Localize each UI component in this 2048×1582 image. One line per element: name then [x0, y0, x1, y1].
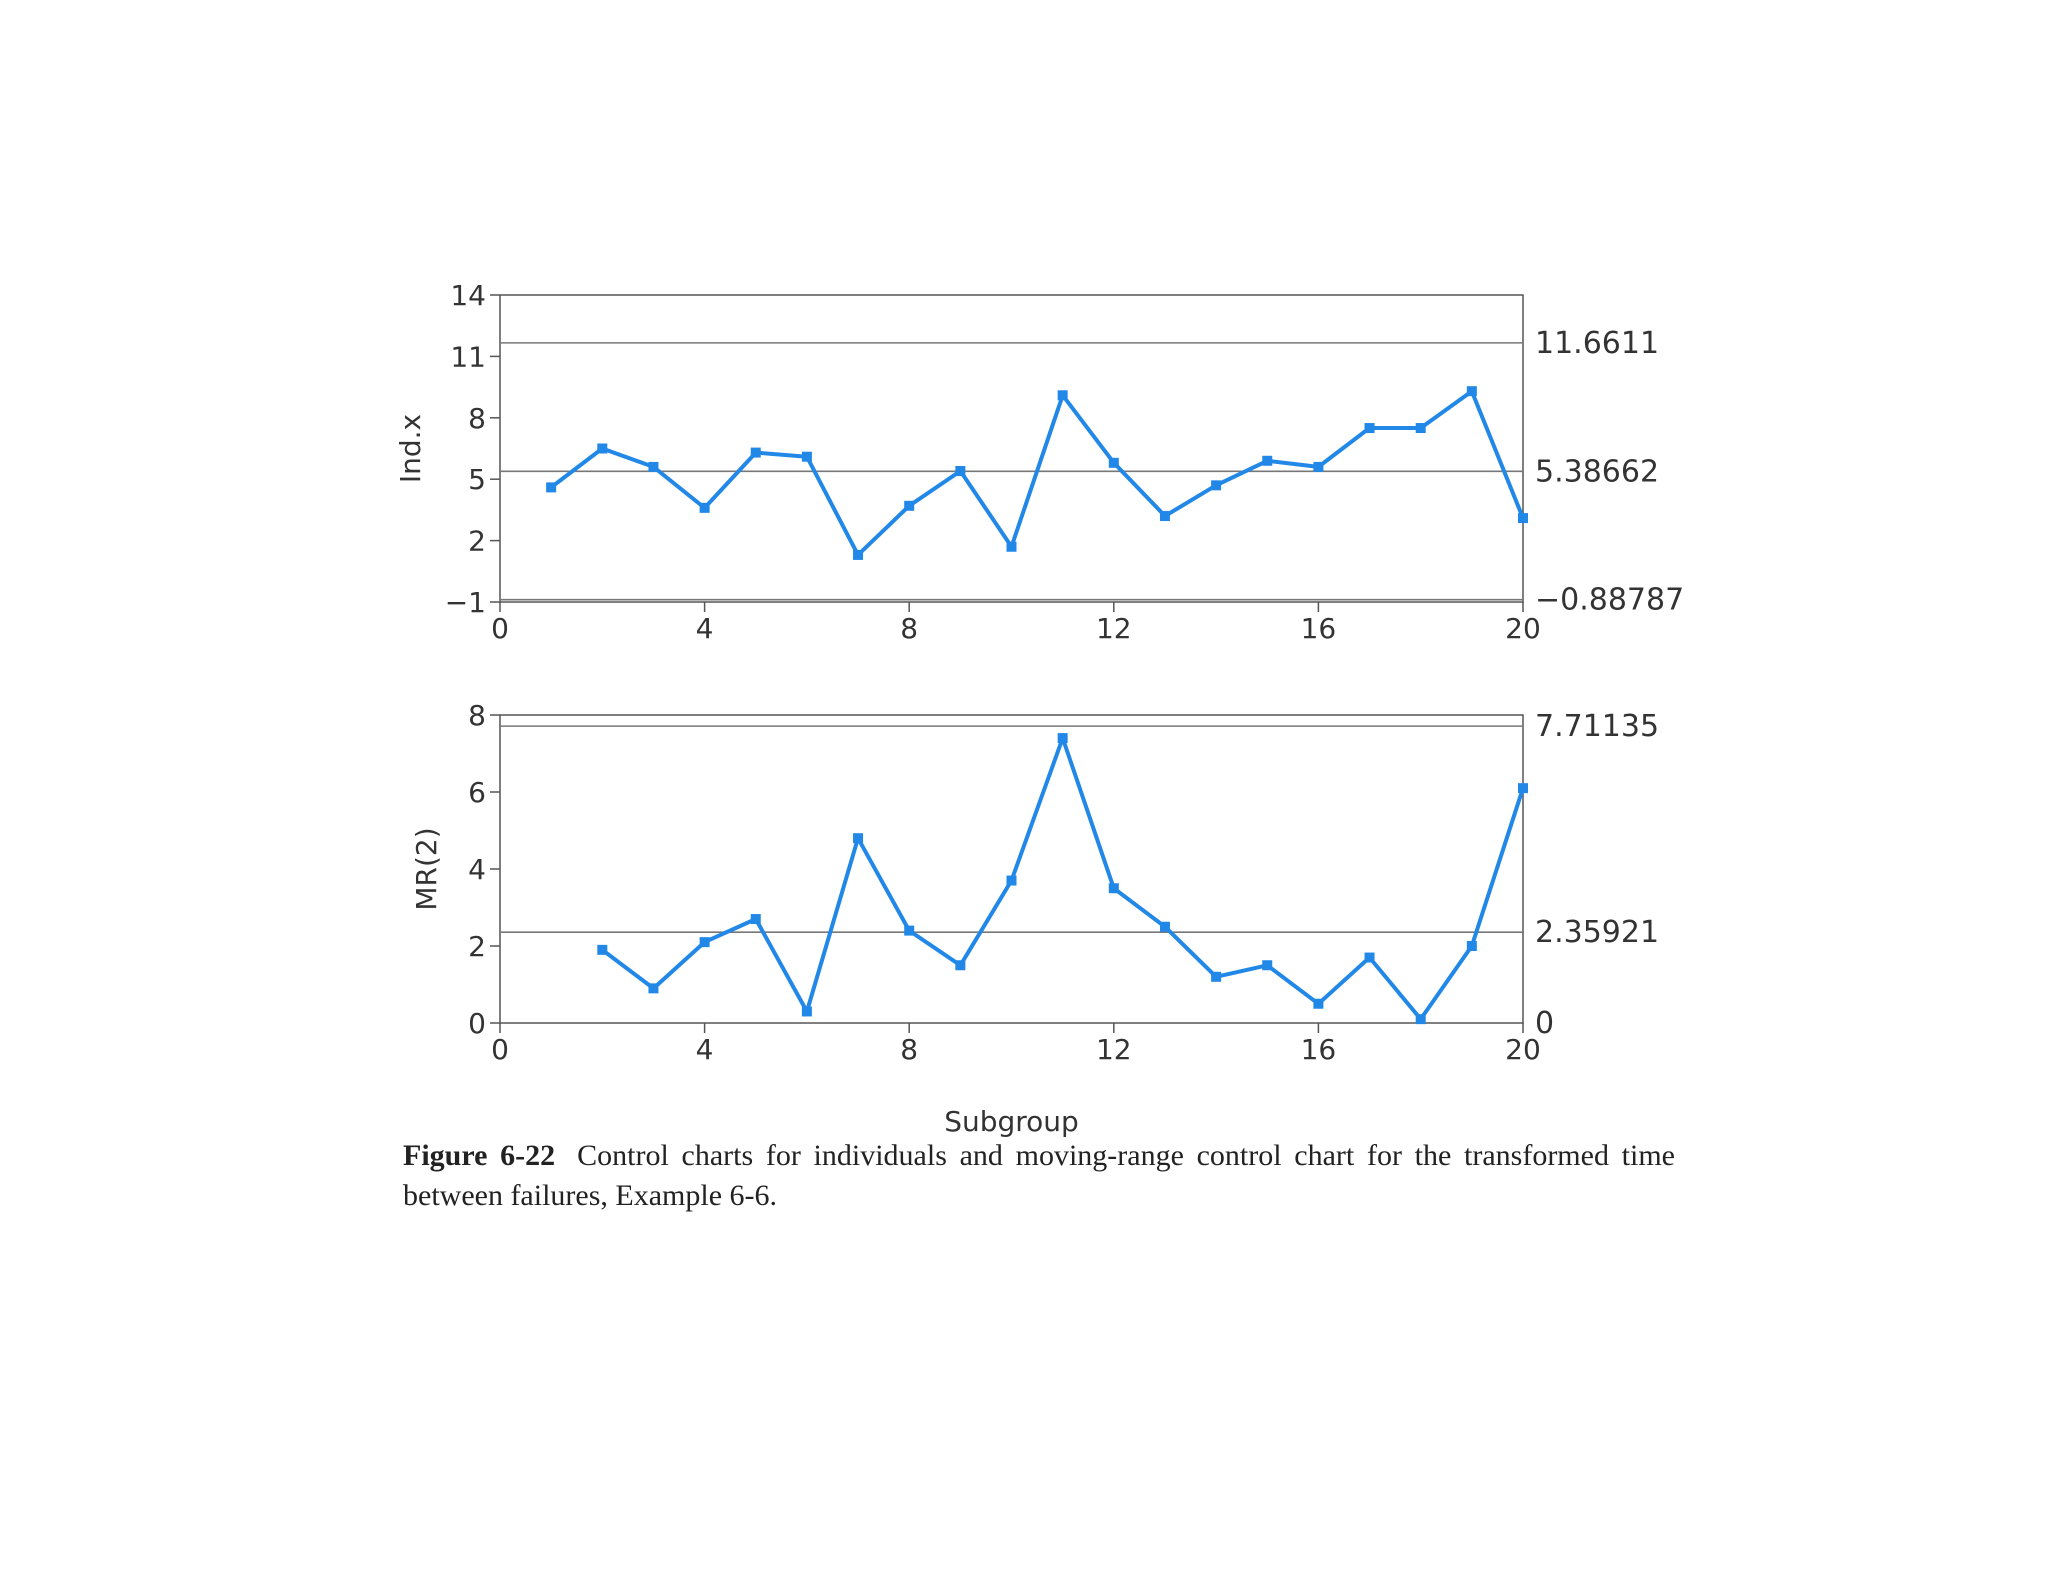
- data-point: [801, 451, 812, 462]
- y-tick-label: 0: [468, 1007, 486, 1040]
- data-point: [1466, 941, 1477, 951]
- x-axis-label: Subgroup: [944, 1105, 1079, 1138]
- figure-caption: Figure 6-22 Control charts for individual…: [403, 1136, 1675, 1216]
- x-tick-label: 0: [491, 1033, 509, 1066]
- data-point: [1313, 998, 1324, 1009]
- y-tick-label: 5: [468, 463, 486, 496]
- data-point: [1518, 783, 1528, 794]
- x-tick-label: 16: [1301, 1033, 1337, 1066]
- x-tick-label: 4: [696, 1033, 714, 1066]
- data-point: [1415, 423, 1426, 434]
- data-point: [1262, 455, 1273, 466]
- individuals-chart: −1 2 5 8 11 14 0 4 8 12 16 20 11.6611 5.38662 −0.88787…: [394, 279, 1684, 645]
- data-point: [1159, 921, 1170, 932]
- data-point: [1415, 1014, 1426, 1025]
- x-tick-label: 12: [1096, 1033, 1132, 1066]
- series-line: [601, 736, 1525, 1022]
- x-tick-label: 4: [696, 612, 714, 645]
- data-point: [1466, 386, 1477, 397]
- y-tick-label: 6: [468, 776, 486, 809]
- data-point: [955, 960, 966, 971]
- y-axis-label: MR(2): [410, 827, 443, 910]
- figure-caption-text: Control charts for individuals and movin…: [403, 1139, 1675, 1212]
- data-point: [853, 549, 864, 560]
- x-tick-label: 12: [1096, 612, 1132, 645]
- data-point: [1108, 457, 1119, 468]
- y-tick-label: −1: [445, 586, 486, 619]
- y-tick-label: 2: [468, 930, 486, 963]
- control-limit-label-cl: 5.38662: [1535, 454, 1659, 489]
- y-tick-label: 8: [468, 699, 486, 732]
- figure-label: Figure 6-22: [403, 1139, 556, 1172]
- data-point: [597, 944, 608, 955]
- data-point: [1057, 733, 1068, 744]
- y-tick-label: 2: [468, 525, 486, 558]
- control-limit-label-ucl: 7.71135: [1535, 709, 1659, 744]
- data-point: [1108, 883, 1119, 894]
- control-limit-label-lcl: −0.88787: [1535, 583, 1684, 618]
- data-point: [1159, 511, 1170, 522]
- series-line: [549, 389, 1525, 557]
- y-tick-label: 4: [468, 853, 486, 886]
- x-tick-label: 0: [491, 612, 509, 645]
- data-point: [801, 1006, 812, 1017]
- y-axis-label: Ind.x: [394, 414, 427, 483]
- data-point: [699, 502, 710, 513]
- x-tick-label: 8: [900, 612, 918, 645]
- data-point: [1211, 971, 1222, 982]
- data-point: [955, 466, 966, 477]
- data-point: [1313, 461, 1324, 472]
- plot-frame: [499, 294, 1524, 603]
- data-point: [750, 914, 761, 925]
- control-limit-label-ucl: 11.6611: [1535, 326, 1659, 361]
- plot-frame: [499, 714, 1524, 1024]
- moving-range-chart: 0 2 4 6 8 0 4 8 12 16 20 7.71135 2.35921 0 MR(2) Subgro…: [410, 699, 1659, 1138]
- data-point: [597, 443, 608, 454]
- data-point: [904, 925, 915, 936]
- data-point: [1262, 960, 1273, 971]
- control-limit-label-lcl: 0: [1535, 1006, 1554, 1041]
- x-tick-label: 20: [1505, 612, 1541, 645]
- data-point: [853, 833, 864, 844]
- data-point: [1057, 390, 1068, 401]
- y-tick-label: 14: [450, 279, 486, 312]
- data-point: [1518, 513, 1528, 524]
- data-point: [648, 983, 659, 994]
- x-tick-label: 16: [1301, 612, 1337, 645]
- x-tick-label: 8: [900, 1033, 918, 1066]
- y-tick-label: 11: [450, 340, 486, 373]
- data-point: [1364, 952, 1375, 963]
- data-point: [546, 482, 557, 493]
- data-point: [1364, 423, 1375, 434]
- data-point: [699, 937, 710, 948]
- x-tick-label: 20: [1505, 1033, 1541, 1066]
- y-tick-label: 8: [468, 402, 486, 435]
- data-point: [1006, 875, 1017, 886]
- data-point: [1006, 541, 1017, 552]
- control-limit-label-cl: 2.35921: [1535, 915, 1659, 950]
- data-point: [750, 447, 761, 458]
- data-point: [648, 461, 659, 472]
- data-point: [904, 500, 915, 511]
- data-point: [1211, 480, 1222, 491]
